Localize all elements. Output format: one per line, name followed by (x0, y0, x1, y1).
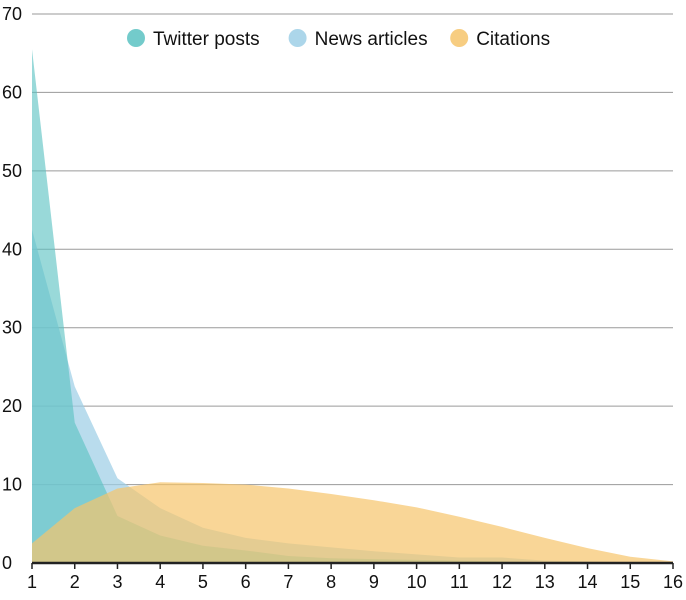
y-tick-label: 30 (2, 318, 22, 338)
grid-layer: 0 10 20 30 40 50 60 70 (2, 4, 673, 573)
x-tick-label: 12 (492, 572, 512, 592)
x-tick-label: 2 (70, 572, 80, 592)
series-area-citations (32, 482, 673, 563)
y-tick-label: 70 (2, 4, 22, 24)
legend-label: Twitter posts (153, 29, 260, 50)
x-tick-label: 6 (241, 572, 251, 592)
y-tick-label: 10 (2, 475, 22, 495)
x-tick-label: 4 (155, 572, 165, 592)
x-tick-label: 14 (578, 572, 598, 592)
y-tick-label: 60 (2, 82, 22, 102)
x-tick-label: 9 (369, 572, 379, 592)
legend-item: Twitter posts (127, 29, 260, 50)
legend-swatch (127, 29, 145, 47)
x-tick-label: 8 (326, 572, 336, 592)
y-tick-label: 50 (2, 161, 22, 181)
legend-swatch (288, 29, 307, 47)
x-tick-label: 16 (663, 572, 683, 592)
legend-swatch (450, 29, 469, 47)
legend-label: News articles (315, 29, 428, 50)
x-tick-label: 15 (620, 572, 640, 592)
legend-label: Citations (476, 29, 550, 50)
legend-item: News articles (288, 29, 428, 50)
x-tick-label: 13 (535, 572, 555, 592)
x-tick-label: 11 (450, 572, 469, 592)
x-tick-label: 1 (27, 572, 37, 592)
legend: Twitter posts News articles Citations (127, 29, 550, 50)
y-tick-label: 0 (2, 553, 12, 573)
x-tick-label: 10 (407, 572, 427, 592)
y-tick-label: 40 (2, 239, 22, 259)
x-tick-label: 3 (112, 572, 122, 592)
x-tick-label: 5 (198, 572, 208, 592)
area-layer (32, 49, 673, 564)
x-tick-label: 7 (283, 572, 293, 592)
y-tick-label: 20 (2, 396, 22, 416)
legend-item: Citations (450, 29, 550, 50)
axis-layer: 1 2 3 4 5 6 7 8 9 10 11 12 13 14 15 16 (27, 561, 683, 592)
